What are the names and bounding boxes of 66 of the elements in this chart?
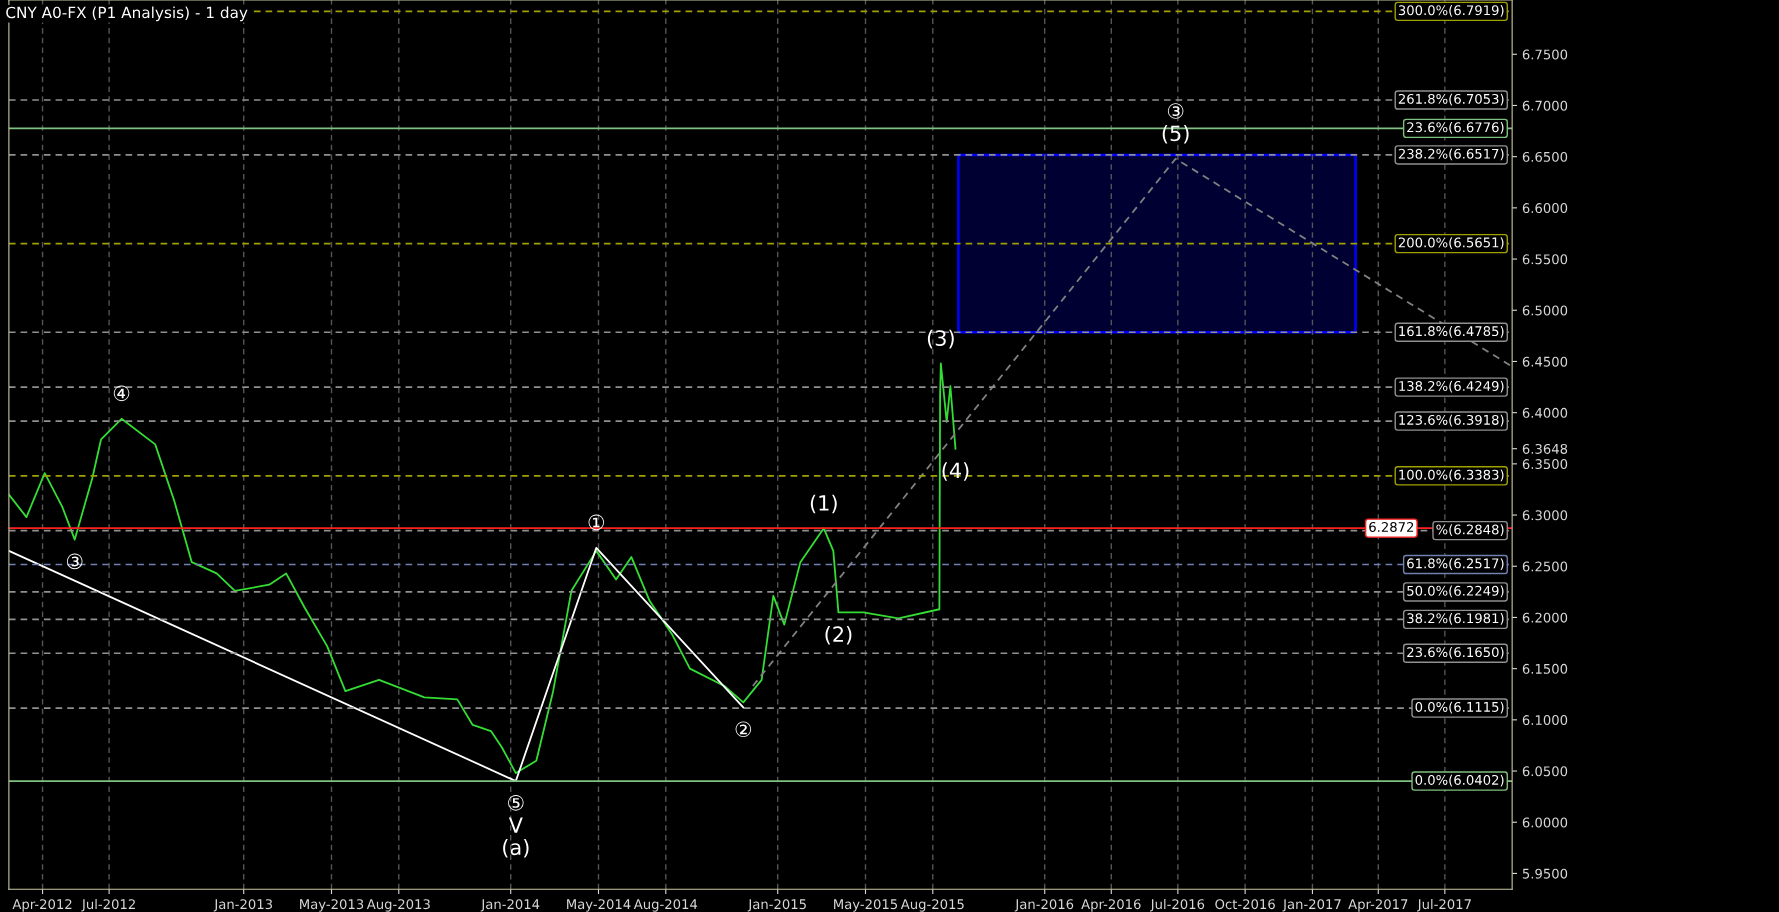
ref-line-label: 61.8%(6.2517): [1407, 558, 1504, 570]
y-tick-label: 6.7000: [1522, 100, 1568, 111]
y-tick-label: 6.5000: [1522, 305, 1568, 316]
y-tick-label: 6.2500: [1522, 561, 1568, 572]
y-tick-label: 6.6000: [1522, 203, 1568, 214]
x-tick-label: Jan-2015: [747, 899, 806, 912]
x-tick-label: Oct-2016: [1215, 899, 1275, 910]
ref-line-label: 50.0%(6.2249): [1407, 585, 1504, 598]
chart-title: CNY A0-FX (P1 Analysis) - 1 day: [6, 6, 248, 22]
annotation: V: [508, 817, 523, 833]
x-tick-label: Jan-2014: [480, 899, 540, 912]
ref-line-label: 261.8%(6.7053): [1398, 93, 1504, 106]
y-tick-label: 5.9500: [1522, 868, 1568, 879]
x-tick-label: Aug-2015: [900, 899, 964, 912]
x-tick-label: Aug-2013: [366, 899, 430, 912]
annotation: ③: [1167, 103, 1184, 119]
annotation: (3): [927, 329, 954, 349]
x-tick-label: May-2014: [567, 899, 631, 912]
ref-line-label: 6.2872: [1369, 522, 1414, 532]
annotation: (a): [503, 839, 529, 858]
ref-line-label: 200.0%(6.5651): [1398, 237, 1504, 249]
y-tick-label: 6.0000: [1522, 817, 1568, 828]
ref-line-label: 23.6%(6.1650): [1407, 646, 1504, 659]
ref-line-label: 138.2%(6.4249): [1399, 380, 1504, 393]
x-tick-label: Jul-2012: [81, 898, 135, 912]
x-tick-label: Apr-2016: [1081, 899, 1141, 912]
annotation: (2): [825, 625, 852, 645]
annotation: ④: [113, 385, 130, 402]
x-tick-label: Apr-2017: [1348, 899, 1408, 912]
y-tick-label: 6.4000: [1522, 407, 1568, 418]
ref-line-label: 300.0%(6.7919): [1398, 5, 1504, 17]
x-tick-label: Jan-2016: [1014, 899, 1074, 912]
annotation: (5): [1162, 125, 1189, 144]
y-tick-label: 6.4500: [1522, 356, 1568, 367]
ref-line-label: 123.6%(6.3918): [1399, 414, 1504, 427]
annotation: ①: [588, 514, 605, 531]
x-tick-label: Jul-2016: [1150, 898, 1205, 912]
y-tick-label: 6.3648: [1522, 443, 1568, 454]
ref-line-label: 23.6%(6.6776): [1407, 122, 1504, 134]
x-tick-label: May-2013: [300, 899, 364, 912]
ref-line-label: %(6.2848): [1436, 524, 1504, 536]
annotation: (1): [810, 494, 837, 514]
x-tick-label: Apr-2012: [12, 899, 72, 912]
y-tick-label: 6.1500: [1522, 663, 1568, 674]
y-tick-label: 6.5500: [1522, 254, 1568, 265]
annotation: ②: [735, 721, 752, 738]
ref-line-label: 0.0%(6.0402): [1415, 774, 1504, 787]
ref-line-label: 0.0%(6.1115): [1415, 701, 1504, 714]
y-tick-label: 6.3000: [1522, 510, 1568, 521]
y-tick-label: 6.6500: [1522, 151, 1568, 162]
y-tick-label: 6.3500: [1522, 459, 1568, 470]
y-tick-label: 6.0500: [1522, 766, 1568, 777]
x-tick-label: Jul-2017: [1417, 898, 1471, 912]
y-tick-label: 6.7500: [1522, 49, 1568, 60]
y-tick-label: 6.1000: [1522, 715, 1568, 726]
x-tick-label: Jan-2017: [1282, 899, 1341, 912]
y-tick-label: 6.2000: [1522, 612, 1568, 623]
ref-line-label: 161.8%(6.4785): [1399, 325, 1504, 338]
annotation: ⑤: [508, 795, 524, 811]
x-tick-label: Aug-2014: [633, 899, 698, 912]
ref-line-label: 238.2%(6.6517): [1398, 148, 1504, 161]
ref-line-label: 38.2%(6.1981): [1407, 613, 1504, 625]
x-tick-label: Jan-2013: [213, 899, 272, 912]
ref-line-label: 100.0%(6.3383): [1399, 469, 1504, 482]
x-tick-label: May-2015: [834, 899, 898, 912]
annotation: (4): [942, 462, 969, 481]
